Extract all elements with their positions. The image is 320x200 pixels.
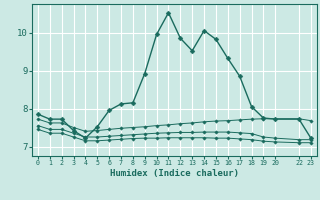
- X-axis label: Humidex (Indice chaleur): Humidex (Indice chaleur): [110, 169, 239, 178]
